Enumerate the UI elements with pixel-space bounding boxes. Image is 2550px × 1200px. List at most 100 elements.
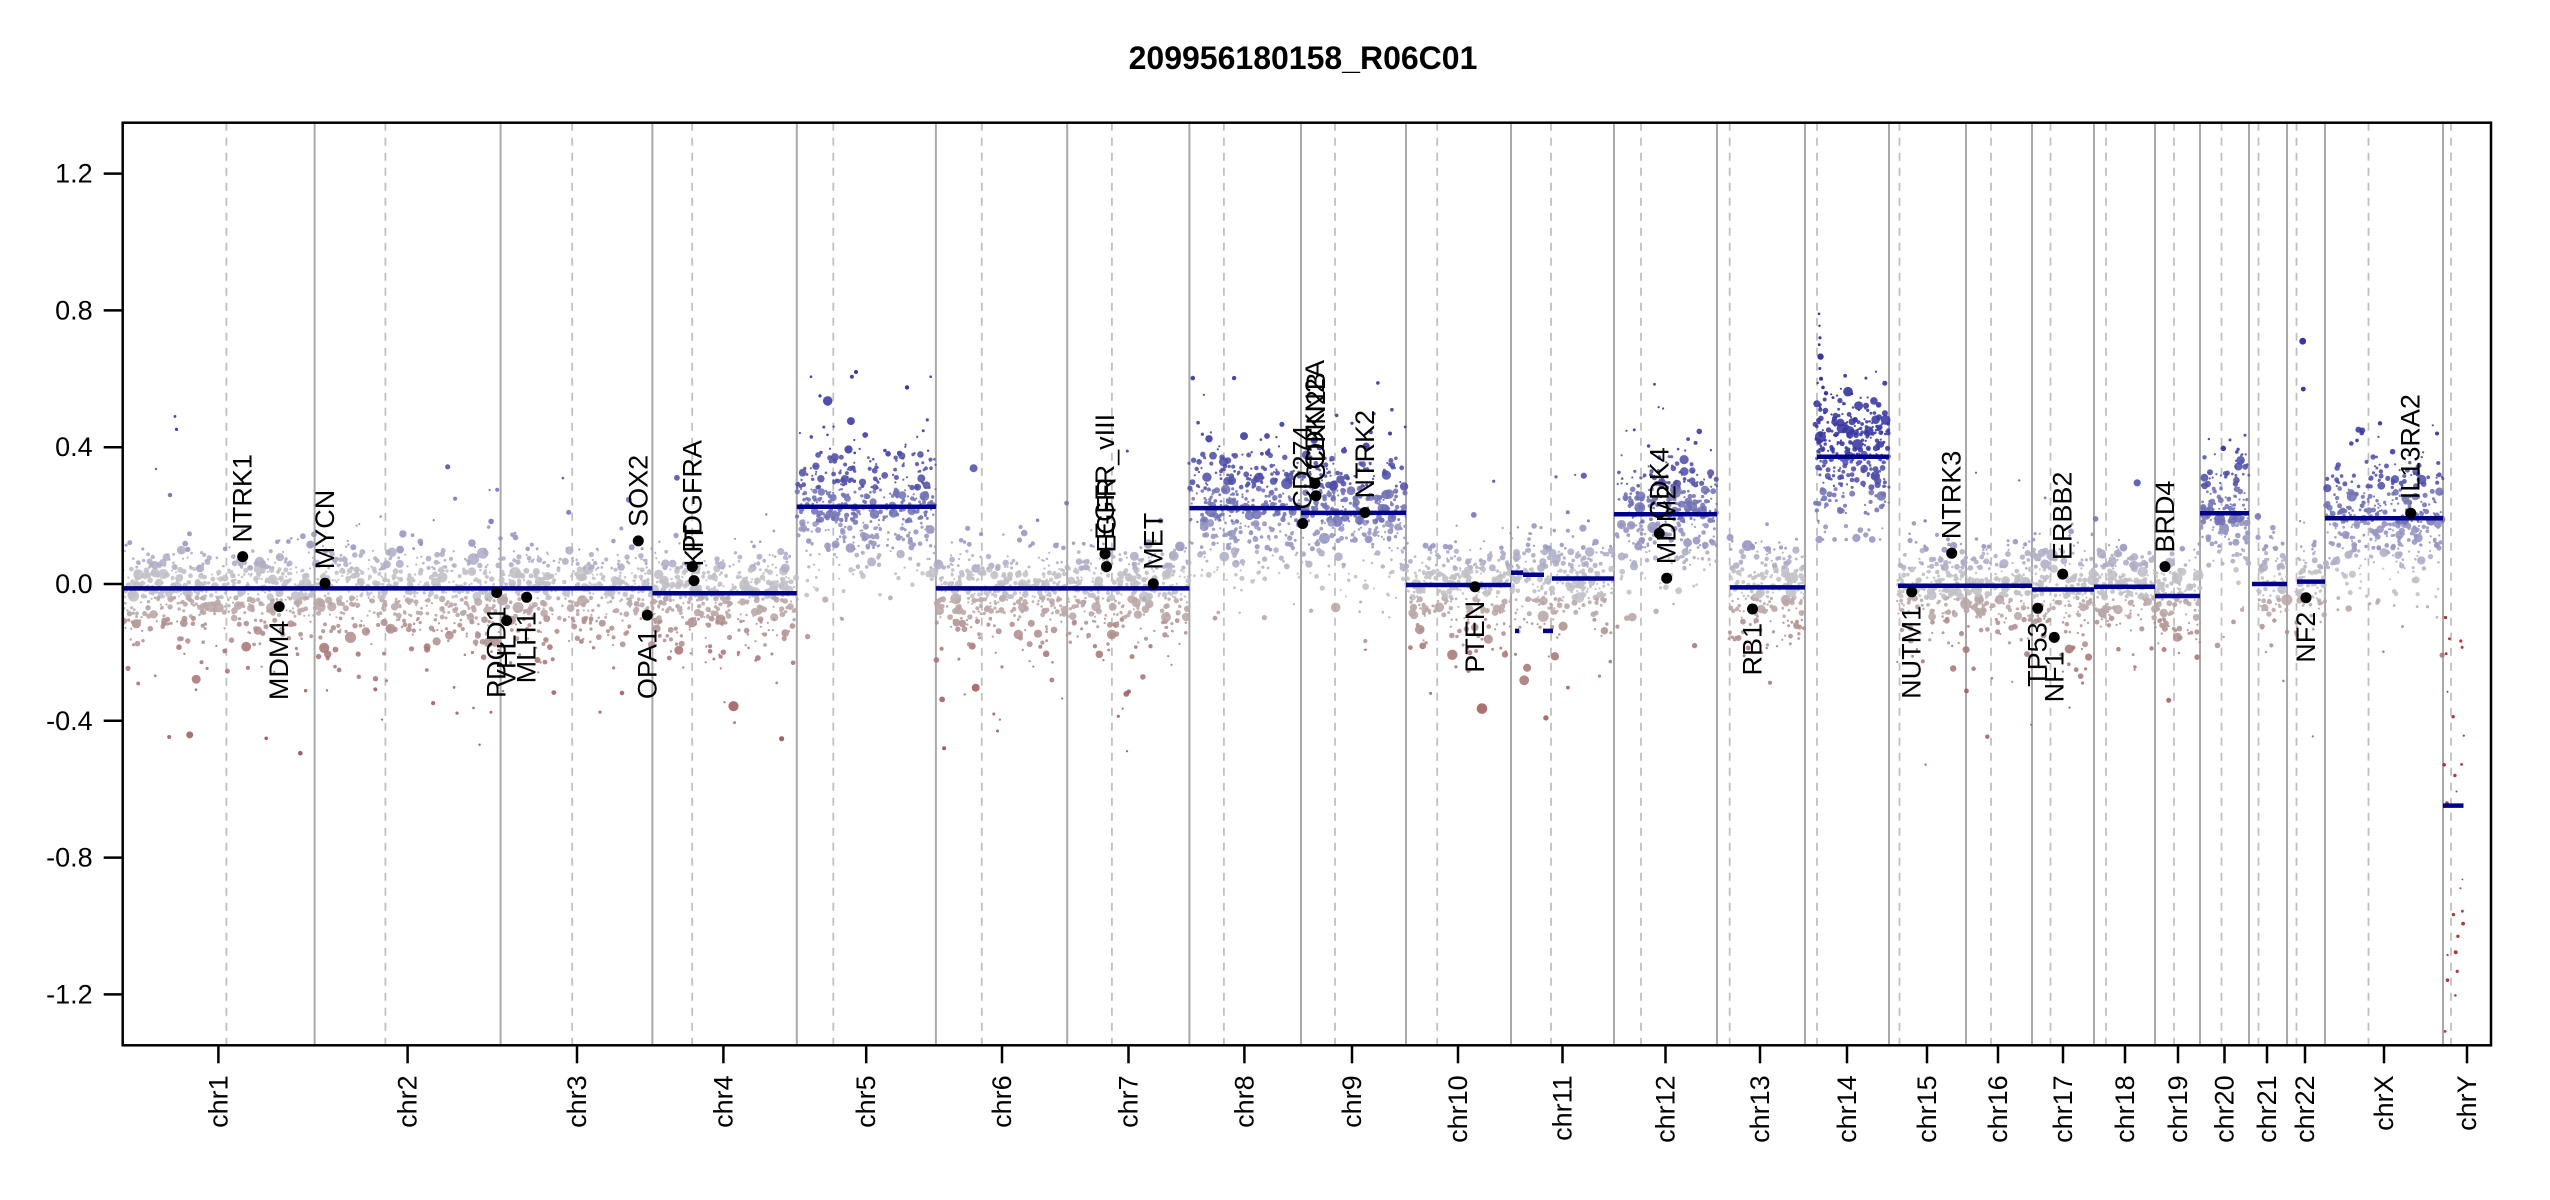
data-point — [1190, 541, 1194, 545]
data-point — [1609, 544, 1612, 548]
data-point — [372, 595, 376, 598]
data-point — [1524, 548, 1529, 553]
data-point — [842, 540, 846, 544]
data-point — [1282, 492, 1285, 495]
data-point — [929, 576, 934, 582]
data-point — [660, 563, 663, 566]
data-point — [316, 582, 320, 586]
data-point — [1691, 494, 1696, 498]
data-point — [1399, 480, 1402, 484]
data-point — [1348, 482, 1352, 485]
data-point — [1554, 475, 1558, 479]
data-point — [617, 581, 623, 587]
data-point — [1067, 566, 1072, 571]
data-point — [1068, 640, 1073, 644]
data-point — [231, 570, 234, 573]
data-point — [207, 581, 211, 585]
data-point — [805, 496, 809, 501]
data-point — [1625, 429, 1628, 432]
data-point — [1571, 535, 1575, 538]
data-point — [1127, 563, 1130, 566]
data-point — [1581, 603, 1586, 608]
data-point — [423, 591, 426, 594]
data-point — [972, 573, 975, 577]
data-point — [686, 552, 690, 555]
data-point — [878, 527, 883, 532]
data-point — [1083, 559, 1086, 563]
data-point — [1016, 561, 1019, 564]
data-point — [1594, 600, 1599, 605]
data-point — [179, 619, 188, 627]
data-point — [828, 513, 832, 516]
data-point — [775, 574, 779, 577]
data-point — [380, 589, 386, 595]
data-point — [1282, 560, 1285, 563]
data-point — [852, 535, 856, 539]
data-point — [380, 575, 383, 578]
data-point — [1257, 560, 1261, 565]
data-point — [639, 602, 645, 608]
data-point — [627, 626, 630, 629]
data-point — [965, 525, 971, 531]
data-point — [1309, 470, 1312, 473]
data-point — [1216, 566, 1219, 569]
data-point — [1357, 516, 1360, 519]
data-point — [1683, 496, 1686, 499]
data-point — [588, 617, 594, 622]
data-point — [1050, 626, 1058, 634]
data-point — [232, 536, 235, 539]
data-point — [1397, 518, 1401, 522]
data-point — [1599, 603, 1603, 607]
data-point — [854, 552, 860, 558]
data-point — [1062, 571, 1067, 577]
data-point — [813, 586, 816, 589]
data-point — [901, 537, 906, 542]
data-point — [589, 564, 595, 570]
data-point — [1203, 525, 1209, 530]
data-point — [708, 644, 713, 649]
data-point — [1211, 527, 1216, 531]
data-point — [803, 466, 807, 471]
data-point — [1630, 524, 1634, 528]
data-point — [668, 598, 673, 603]
data-point — [349, 562, 352, 565]
data-point — [1122, 570, 1127, 575]
data-point — [329, 551, 335, 557]
data-point — [492, 582, 496, 586]
data-point — [1191, 489, 1194, 492]
data-point — [351, 603, 356, 608]
data-point — [1032, 577, 1038, 584]
data-point — [1218, 445, 1221, 448]
data-point — [910, 536, 913, 540]
data-point — [1709, 539, 1716, 546]
data-point — [230, 578, 236, 584]
data-point — [395, 559, 404, 568]
data-point — [571, 559, 575, 563]
data-point — [392, 626, 398, 633]
data-point — [465, 635, 468, 638]
data-point — [1023, 605, 1029, 612]
data-point — [433, 594, 439, 600]
data-point — [455, 711, 459, 715]
data-point — [767, 569, 773, 575]
data-point — [1100, 572, 1103, 575]
data-point — [165, 603, 168, 606]
data-point — [1557, 597, 1562, 602]
data-point — [360, 619, 363, 623]
data-point — [354, 566, 360, 573]
data-point — [1301, 450, 1311, 460]
data-point — [739, 598, 747, 606]
data-point — [1581, 588, 1585, 592]
data-point — [1077, 550, 1081, 554]
data-point — [1632, 542, 1635, 545]
data-point — [1559, 552, 1564, 557]
data-point — [385, 549, 392, 556]
data-point — [263, 591, 267, 594]
data-point — [813, 465, 816, 468]
data-point — [1689, 462, 1694, 467]
data-point — [130, 606, 134, 610]
data-point — [1365, 483, 1369, 487]
data-point — [534, 576, 544, 586]
data-point — [1292, 603, 1295, 606]
